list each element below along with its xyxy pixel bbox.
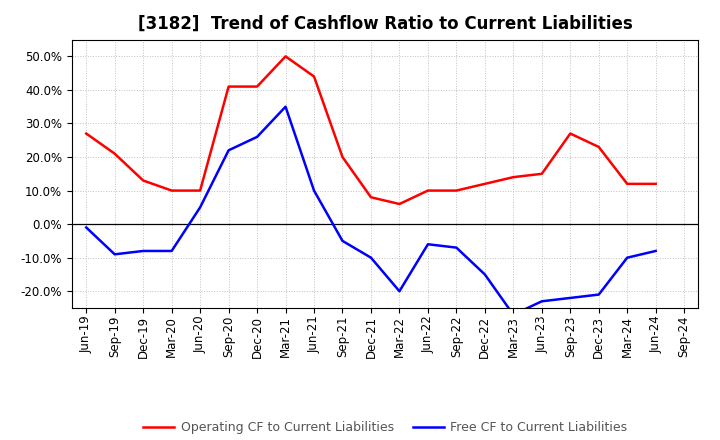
Operating CF to Current Liabilities (452, 188, 461, 193)
Operating CF to Current Liabilities (652, 181, 660, 187)
Operating CF to Current Liabilities (423, 188, 432, 193)
Free CF to Current Liabilities (282, 104, 290, 109)
Operating CF to Current Liabilities (366, 194, 375, 200)
Operating CF to Current Liabilities (480, 181, 489, 187)
Free CF to Current Liabilities (423, 242, 432, 247)
Free CF to Current Liabilities (110, 252, 119, 257)
Free CF to Current Liabilities (196, 205, 204, 210)
Operating CF to Current Liabilities (82, 131, 91, 136)
Free CF to Current Liabilities (310, 188, 318, 193)
Free CF to Current Liabilities (509, 312, 518, 317)
Operating CF to Current Liabilities (110, 151, 119, 156)
Operating CF to Current Liabilities (167, 188, 176, 193)
Free CF to Current Liabilities (566, 295, 575, 301)
Operating CF to Current Liabilities (225, 84, 233, 89)
Legend: Operating CF to Current Liabilities, Free CF to Current Liabilities: Operating CF to Current Liabilities, Fre… (138, 416, 632, 439)
Free CF to Current Liabilities (480, 272, 489, 277)
Free CF to Current Liabilities (167, 248, 176, 253)
Title: [3182]  Trend of Cashflow Ratio to Current Liabilities: [3182] Trend of Cashflow Ratio to Curren… (138, 15, 633, 33)
Operating CF to Current Liabilities (537, 171, 546, 176)
Operating CF to Current Liabilities (196, 188, 204, 193)
Line: Operating CF to Current Liabilities: Operating CF to Current Liabilities (86, 56, 656, 204)
Operating CF to Current Liabilities (139, 178, 148, 183)
Free CF to Current Liabilities (395, 289, 404, 294)
Operating CF to Current Liabilities (253, 84, 261, 89)
Operating CF to Current Liabilities (395, 202, 404, 207)
Free CF to Current Liabilities (652, 248, 660, 253)
Free CF to Current Liabilities (139, 248, 148, 253)
Free CF to Current Liabilities (537, 299, 546, 304)
Line: Free CF to Current Liabilities: Free CF to Current Liabilities (86, 106, 656, 315)
Free CF to Current Liabilities (452, 245, 461, 250)
Free CF to Current Liabilities (225, 148, 233, 153)
Operating CF to Current Liabilities (310, 74, 318, 79)
Operating CF to Current Liabilities (509, 175, 518, 180)
Free CF to Current Liabilities (82, 225, 91, 230)
Operating CF to Current Liabilities (282, 54, 290, 59)
Free CF to Current Liabilities (595, 292, 603, 297)
Operating CF to Current Liabilities (566, 131, 575, 136)
Free CF to Current Liabilities (623, 255, 631, 260)
Free CF to Current Liabilities (366, 255, 375, 260)
Free CF to Current Liabilities (253, 134, 261, 139)
Operating CF to Current Liabilities (595, 144, 603, 150)
Operating CF to Current Liabilities (338, 154, 347, 160)
Free CF to Current Liabilities (338, 238, 347, 244)
Operating CF to Current Liabilities (623, 181, 631, 187)
